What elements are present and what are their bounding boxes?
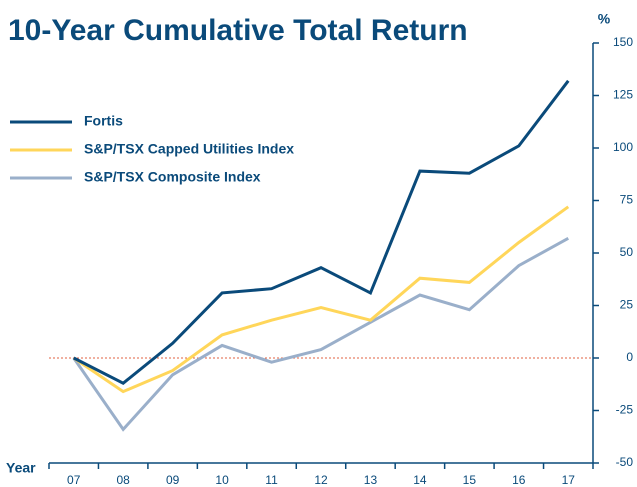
y-tick-label: 0 — [626, 350, 633, 364]
x-tick-label: 13 — [364, 473, 378, 487]
x-tick-label: 14 — [413, 473, 427, 487]
x-tick-label: 08 — [117, 473, 131, 487]
x-tick-label: 15 — [463, 473, 477, 487]
series-line — [72, 205, 570, 394]
x-tick-label: 12 — [314, 473, 328, 487]
y-tick-label: 100 — [613, 140, 633, 154]
y-tick-label: 25 — [620, 298, 634, 312]
legend-label: Fortis — [84, 113, 123, 129]
x-axis-label: Year — [6, 460, 36, 476]
y-tick-label: 150 — [613, 35, 633, 49]
y-tick-label: 50 — [620, 245, 634, 259]
legend-label: S&P/TSX Capped Utilities Index — [84, 141, 294, 157]
x-tick-label: 10 — [215, 473, 229, 487]
series-line — [73, 79, 570, 385]
x-tick-label: 17 — [562, 473, 576, 487]
series-line — [72, 236, 569, 432]
x-tick-label: 11 — [265, 473, 278, 487]
legend-label: S&P/TSX Composite Index — [84, 169, 261, 185]
x-tick-label: 07 — [67, 473, 81, 487]
y-tick-label: 125 — [613, 88, 633, 102]
y-tick-label: -50 — [616, 455, 634, 469]
chart-title: 10-Year Cumulative Total Return — [8, 14, 468, 47]
y-tick-label: 75 — [620, 193, 634, 207]
x-tick-label: 16 — [512, 473, 526, 487]
x-tick-label: 09 — [166, 473, 180, 487]
y-tick-label: -25 — [616, 403, 634, 417]
y-axis-label: % — [598, 11, 611, 27]
